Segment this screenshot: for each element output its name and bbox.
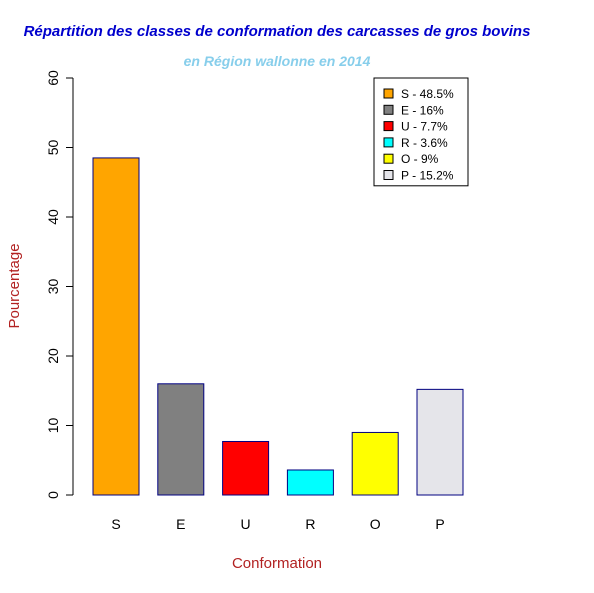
y-tick-label: 50 <box>45 140 61 156</box>
legend-entry: P - 15.2% <box>401 169 454 183</box>
y-axis: 0 10 20 30 40 50 60 <box>45 70 74 499</box>
y-tick-label: 0 <box>45 491 61 499</box>
legend-swatch <box>383 153 394 164</box>
y-tick-label: 40 <box>45 209 61 225</box>
y-tick-label: 10 <box>45 418 61 434</box>
legend-swatch <box>383 121 394 132</box>
chart-subtitle: en Région wallonne en 2014 <box>184 53 371 69</box>
bar-O <box>351 431 399 496</box>
legend-entry: R - 3.6% <box>401 136 448 150</box>
bar-S <box>92 157 140 496</box>
x-tick-label: P <box>435 516 444 532</box>
y-tick-label: 60 <box>45 70 61 86</box>
y-axis-label: Pourcentage <box>6 243 23 328</box>
bar-P <box>416 388 464 496</box>
legend: S - 48.5% E - 16% U - 7.7% R - 3.6% O - 9% P … <box>373 77 469 187</box>
bars <box>92 157 464 496</box>
x-tick-label: O <box>370 516 381 532</box>
x-tick-label: E <box>176 516 185 532</box>
legend-entry: U - 7.7% <box>401 120 448 134</box>
legend-entry: S - 48.5% <box>401 87 454 101</box>
y-tick-label: 20 <box>45 348 61 364</box>
legend-swatch <box>383 170 394 180</box>
y-tick-label: 30 <box>45 279 61 295</box>
bar-U <box>222 440 270 496</box>
legend-entry: E - 16% <box>401 103 444 117</box>
x-tick-label: U <box>241 516 251 532</box>
x-tick-label: S <box>111 516 120 532</box>
legend-entry: O - 9% <box>401 152 439 166</box>
legend-swatch <box>383 88 394 99</box>
bar-R <box>286 469 334 496</box>
legend-swatch <box>383 104 394 115</box>
chart-title: Répartition des classes de conformation … <box>24 23 531 40</box>
legend-swatch <box>383 137 394 148</box>
x-axis-label: Conformation <box>232 555 322 572</box>
legend-box <box>373 77 469 187</box>
bar-E <box>157 383 205 496</box>
x-tick-label: R <box>305 516 315 532</box>
